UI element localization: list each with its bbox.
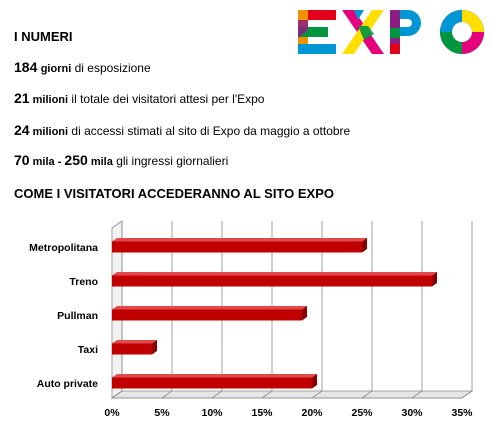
chart-floor — [110, 390, 474, 399]
expo-logo — [298, 10, 484, 54]
x-tick-label: 15% — [251, 407, 273, 419]
bar-side-face — [152, 340, 157, 355]
x-tick-label: 35% — [451, 407, 473, 419]
category-label: Treno — [69, 276, 98, 288]
grid-floor-line — [361, 390, 373, 399]
category-label: Pullman — [57, 310, 98, 322]
bar-top-face — [112, 374, 317, 378]
bar-front-face — [112, 241, 362, 253]
stat-unit: milioni — [29, 94, 69, 106]
bar — [112, 272, 437, 287]
stat-number: 184 — [14, 59, 38, 75]
stat-daily-entries: 70 mila - 250 mila gli ingressi giornali… — [14, 152, 228, 168]
bar-front-face — [112, 343, 152, 355]
bar-side-face — [362, 238, 367, 253]
category-label: Auto private — [37, 378, 98, 390]
grid-floor-line — [111, 390, 123, 399]
bar-side-face — [432, 272, 437, 287]
grid-floor-line — [161, 390, 173, 399]
x-tick-label: 10% — [201, 407, 223, 419]
bar — [112, 238, 367, 253]
numbers-section-title: I NUMERI — [14, 29, 73, 44]
stat-days: 184 giorni di esposizione — [14, 59, 151, 75]
bar-front-face — [112, 275, 432, 287]
chart-category-labels: Metropolitana Treno Pullman Taxi Auto privat… — [29, 242, 98, 390]
x-tick-label: 5% — [154, 407, 170, 419]
grid-floor-line — [461, 390, 473, 399]
bar-top-face — [112, 238, 367, 242]
stat-text: il totale dei visitatori attesi per l'Ex… — [68, 92, 265, 106]
category-label: Metropolitana — [29, 242, 98, 254]
bar-side-face — [302, 306, 307, 321]
stat-unit-2: mila — [87, 156, 113, 168]
stat-number-2: 250 — [64, 152, 88, 168]
stat-text: di esposizione — [71, 61, 151, 75]
stat-unit: giorni — [40, 63, 72, 75]
x-tick-label: 30% — [401, 407, 423, 419]
stat-unit: mila - — [29, 156, 65, 168]
grid-floor-line — [411, 390, 423, 399]
chart-bars — [112, 238, 437, 389]
bar — [112, 374, 317, 389]
stat-accesses: 24 milioni di accessi stimati al sito di… — [14, 122, 350, 138]
x-tick-label: 20% — [301, 407, 323, 419]
stat-number: 24 — [14, 122, 30, 138]
bar-front-face — [112, 377, 312, 389]
grid-floor-line — [311, 390, 323, 399]
bar — [112, 340, 157, 355]
grid-floor-line — [211, 390, 223, 399]
stat-text: di accessi stimati al sito di Expo da ma… — [68, 124, 351, 138]
bar-front-face — [112, 309, 302, 321]
chart-tick-labels: 0% 5% 10% 15% 20% 25% 30% 35% — [104, 407, 473, 419]
stat-number: 21 — [14, 90, 30, 106]
stat-text: gli ingressi giornalieri — [112, 154, 229, 168]
bar — [112, 306, 307, 321]
x-tick-label: 0% — [104, 407, 120, 419]
logo-letter-p — [390, 10, 421, 54]
stat-unit: milioni — [29, 126, 69, 138]
logo-letter-e — [298, 10, 336, 54]
x-tick-label: 25% — [351, 407, 373, 419]
category-label: Taxi — [78, 344, 98, 356]
stat-visitors: 21 milioni il totale dei visitatori atte… — [14, 90, 264, 106]
bar-top-face — [112, 272, 437, 276]
grid-floor-line — [261, 390, 273, 399]
stat-number: 70 — [14, 152, 30, 168]
bar-side-face — [312, 374, 317, 389]
logo-letter-o — [440, 10, 484, 54]
logo-letter-x — [342, 10, 384, 54]
chart-section-title: COME I VISITATORI ACCEDERANNO AL SITO EX… — [14, 186, 334, 201]
bar-top-face — [112, 306, 307, 310]
bar-top-face — [112, 340, 157, 344]
